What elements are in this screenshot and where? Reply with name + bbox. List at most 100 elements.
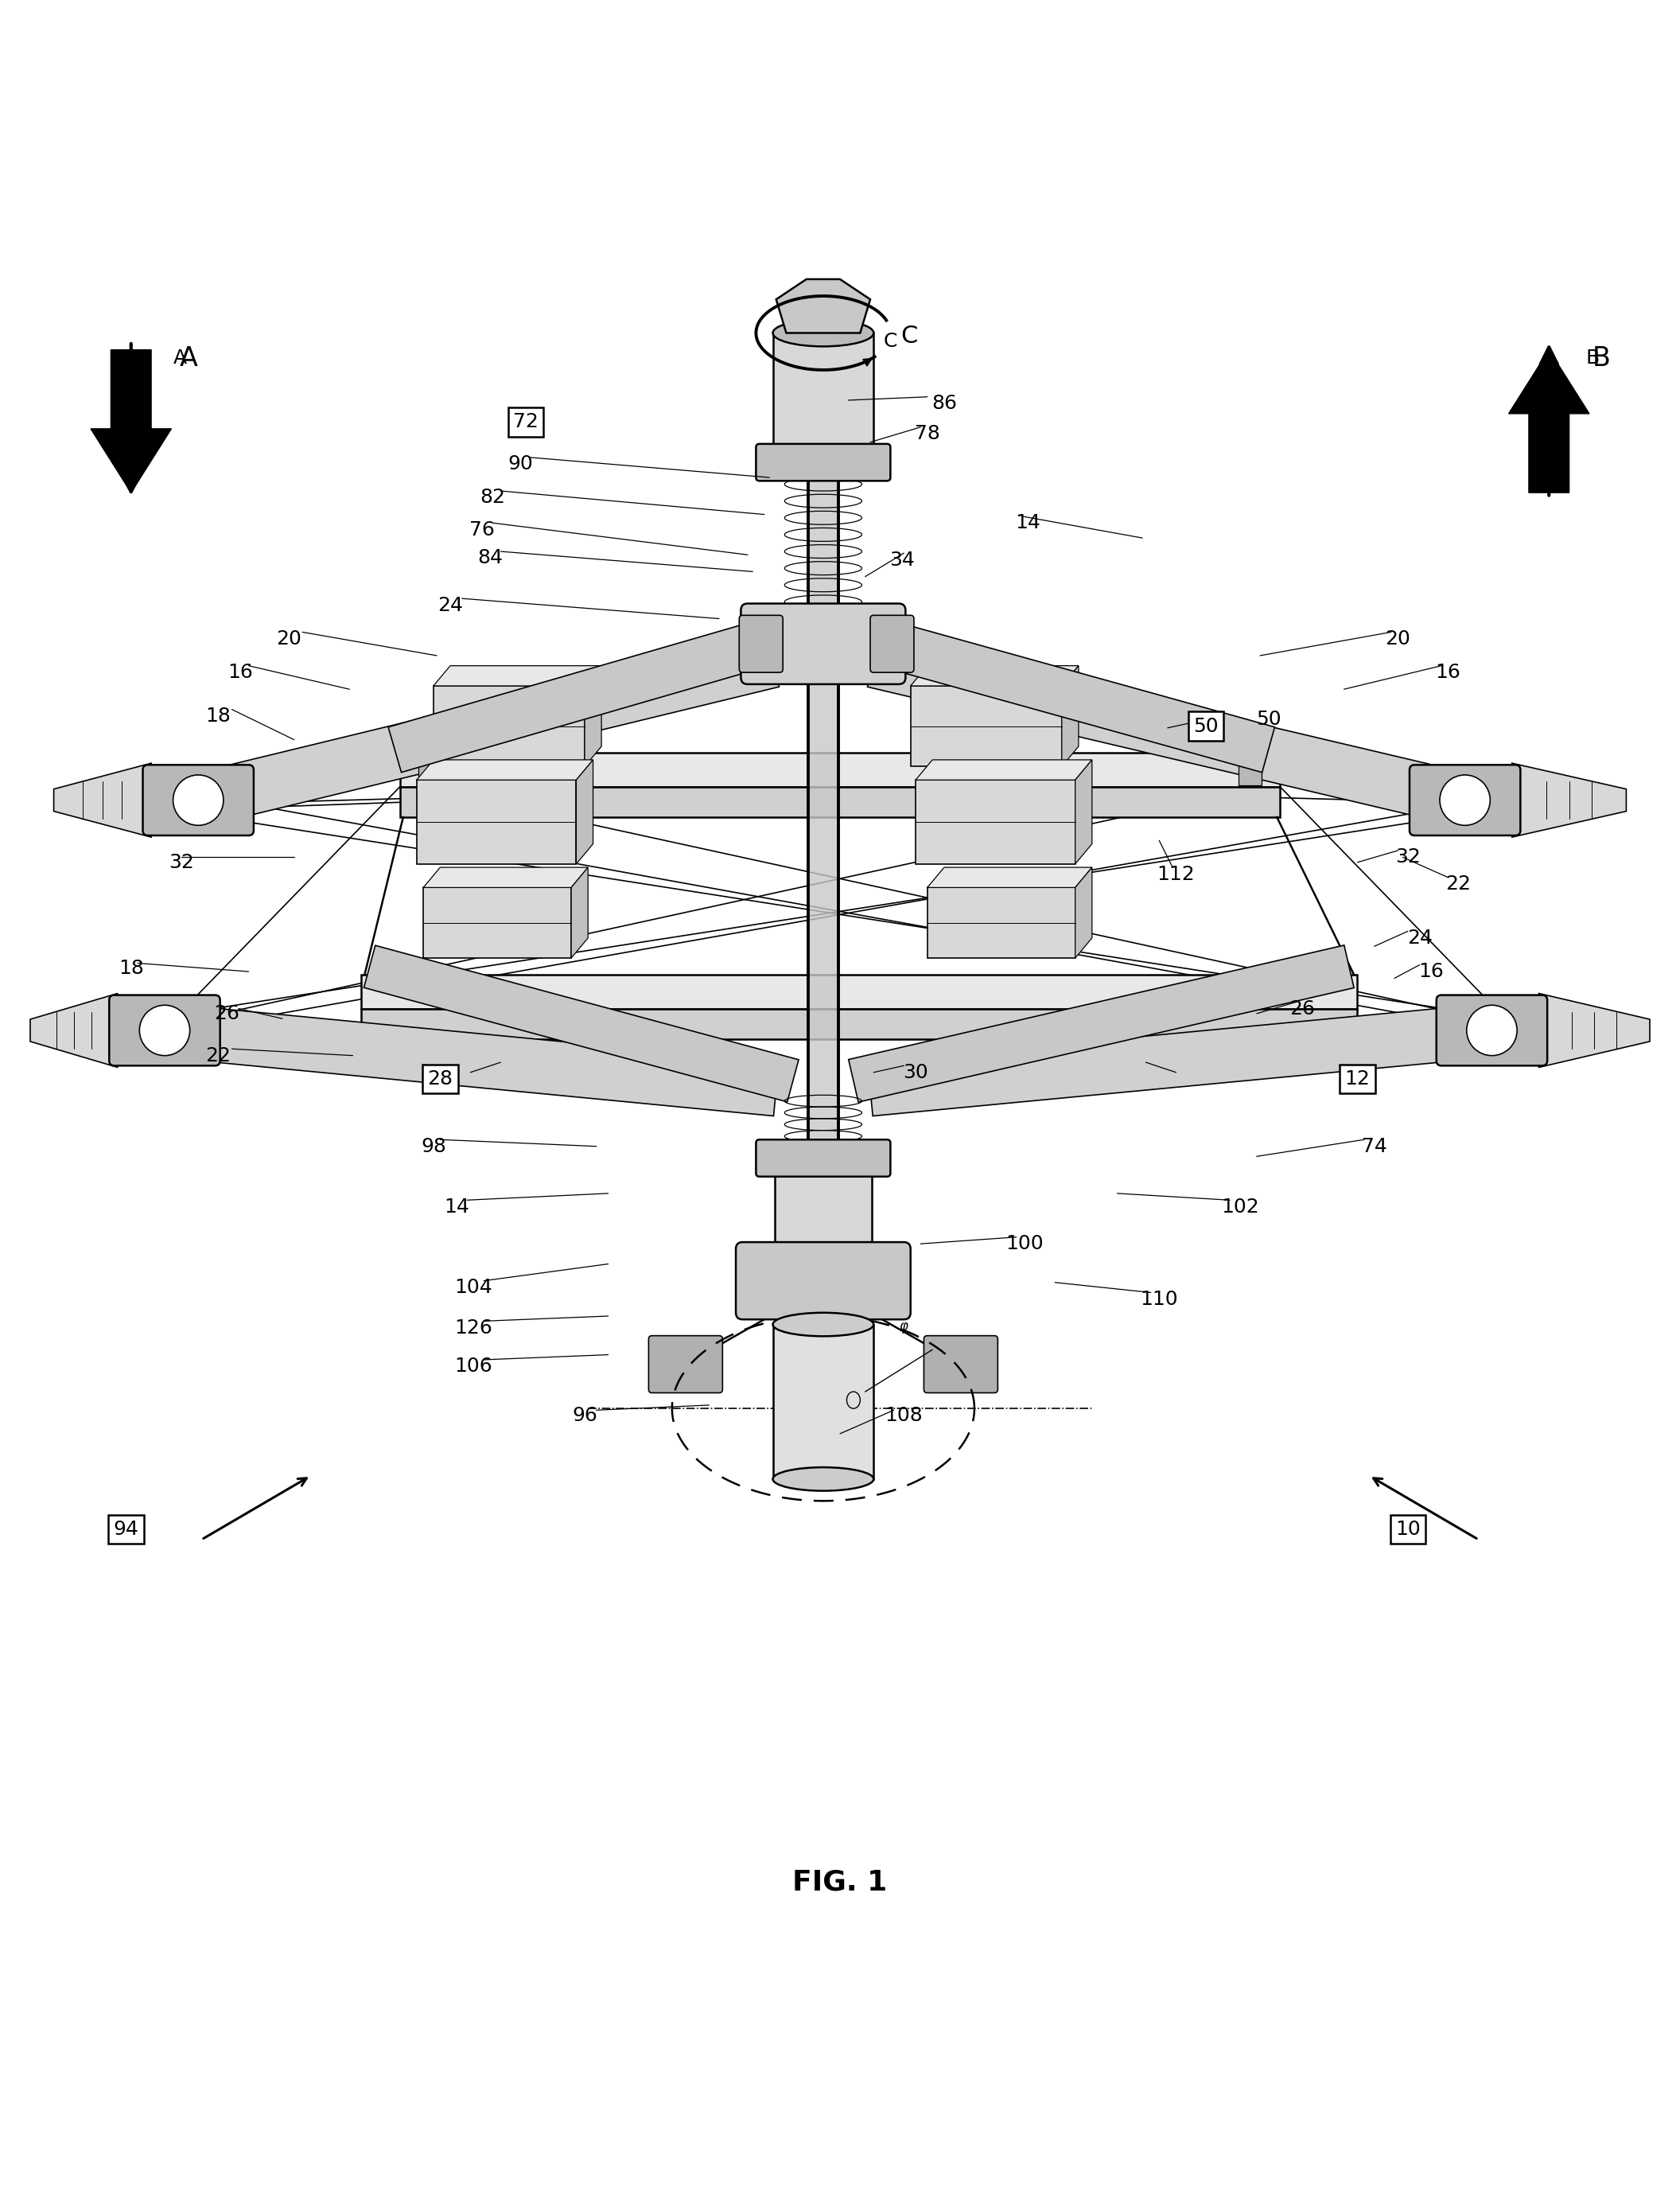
- Text: 104: 104: [455, 1279, 492, 1296]
- Text: 84: 84: [477, 549, 504, 568]
- Polygon shape: [30, 993, 118, 1068]
- Text: 102: 102: [1221, 1197, 1258, 1217]
- FancyBboxPatch shape: [418, 761, 442, 785]
- Text: 14: 14: [444, 1197, 470, 1217]
- FancyBboxPatch shape: [870, 615, 914, 672]
- Text: 76: 76: [469, 520, 496, 540]
- Text: 74: 74: [1361, 1137, 1388, 1157]
- Text: 28: 28: [427, 1071, 454, 1088]
- Text: 18: 18: [118, 958, 144, 978]
- FancyBboxPatch shape: [1238, 761, 1262, 785]
- Polygon shape: [585, 666, 601, 768]
- FancyBboxPatch shape: [109, 995, 220, 1066]
- FancyBboxPatch shape: [418, 745, 442, 768]
- Polygon shape: [192, 635, 780, 827]
- FancyBboxPatch shape: [143, 765, 254, 836]
- Circle shape: [139, 1004, 190, 1055]
- Text: 14: 14: [1015, 513, 1042, 533]
- Text: 32: 32: [168, 854, 195, 872]
- Text: 78: 78: [914, 425, 941, 442]
- Polygon shape: [774, 1157, 872, 1261]
- Text: 72: 72: [512, 411, 539, 431]
- Text: B: B: [1593, 345, 1611, 372]
- Text: 98: 98: [420, 1137, 447, 1157]
- FancyBboxPatch shape: [756, 445, 890, 480]
- Text: 126: 126: [455, 1318, 492, 1338]
- FancyArrow shape: [91, 349, 171, 493]
- Text: $\varphi$: $\varphi$: [899, 1321, 909, 1336]
- FancyArrow shape: [1509, 349, 1589, 493]
- FancyBboxPatch shape: [739, 615, 783, 672]
- Polygon shape: [927, 887, 1075, 958]
- Polygon shape: [867, 1004, 1495, 1117]
- Polygon shape: [433, 666, 601, 686]
- Polygon shape: [916, 781, 1075, 865]
- Circle shape: [1467, 1004, 1517, 1055]
- Text: B: B: [1586, 349, 1599, 367]
- Text: 82: 82: [479, 489, 506, 507]
- Text: 32: 32: [1394, 847, 1421, 867]
- Text: A: A: [173, 349, 186, 367]
- Text: 100: 100: [1006, 1234, 1043, 1254]
- FancyBboxPatch shape: [741, 604, 906, 684]
- Polygon shape: [911, 666, 1079, 686]
- Polygon shape: [423, 867, 588, 887]
- Polygon shape: [911, 686, 1062, 768]
- Polygon shape: [1539, 993, 1650, 1068]
- Text: 24: 24: [1406, 929, 1433, 947]
- Polygon shape: [1075, 759, 1092, 865]
- Text: 22: 22: [1445, 874, 1472, 894]
- Text: 50: 50: [1257, 710, 1280, 730]
- Polygon shape: [423, 887, 571, 958]
- Text: 12: 12: [1344, 1071, 1371, 1088]
- Text: 50: 50: [1194, 717, 1218, 737]
- Polygon shape: [417, 759, 593, 781]
- Text: 16: 16: [227, 664, 254, 681]
- Text: 108: 108: [885, 1405, 922, 1425]
- Polygon shape: [850, 613, 1275, 772]
- Polygon shape: [773, 1325, 874, 1480]
- Text: FIG. 1: FIG. 1: [793, 1869, 887, 1896]
- Text: 106: 106: [455, 1356, 492, 1376]
- Polygon shape: [848, 945, 1354, 1102]
- Polygon shape: [867, 635, 1472, 827]
- Polygon shape: [361, 1009, 1357, 1040]
- Ellipse shape: [773, 319, 874, 347]
- Polygon shape: [1512, 763, 1626, 836]
- Text: 26: 26: [213, 1004, 240, 1024]
- Polygon shape: [1062, 666, 1079, 768]
- Text: 16: 16: [1418, 962, 1445, 982]
- FancyBboxPatch shape: [924, 1336, 998, 1394]
- Text: 34: 34: [889, 551, 916, 568]
- Text: C: C: [900, 325, 917, 347]
- Ellipse shape: [773, 1312, 874, 1336]
- Polygon shape: [916, 759, 1092, 781]
- Text: 94: 94: [113, 1520, 139, 1540]
- Text: 20: 20: [276, 628, 302, 648]
- Polygon shape: [776, 279, 870, 334]
- Polygon shape: [161, 1004, 780, 1117]
- Polygon shape: [365, 945, 798, 1102]
- Circle shape: [1440, 774, 1490, 825]
- FancyBboxPatch shape: [1436, 995, 1547, 1066]
- Polygon shape: [1075, 867, 1092, 958]
- Polygon shape: [54, 763, 151, 836]
- Text: 90: 90: [507, 453, 534, 473]
- FancyBboxPatch shape: [756, 1139, 890, 1177]
- Text: 26: 26: [1289, 1000, 1315, 1018]
- Ellipse shape: [773, 1467, 874, 1491]
- Text: 18: 18: [205, 706, 232, 726]
- Text: 110: 110: [1141, 1290, 1178, 1310]
- Text: 10: 10: [1394, 1520, 1421, 1540]
- Circle shape: [173, 774, 223, 825]
- FancyBboxPatch shape: [736, 1243, 911, 1318]
- Text: 30: 30: [902, 1062, 929, 1082]
- Polygon shape: [571, 867, 588, 958]
- Text: 86: 86: [931, 394, 958, 414]
- Text: 24: 24: [437, 595, 464, 615]
- Polygon shape: [361, 975, 1357, 1009]
- FancyBboxPatch shape: [648, 1336, 722, 1394]
- Polygon shape: [773, 334, 874, 471]
- Polygon shape: [433, 686, 585, 768]
- FancyBboxPatch shape: [1410, 765, 1520, 836]
